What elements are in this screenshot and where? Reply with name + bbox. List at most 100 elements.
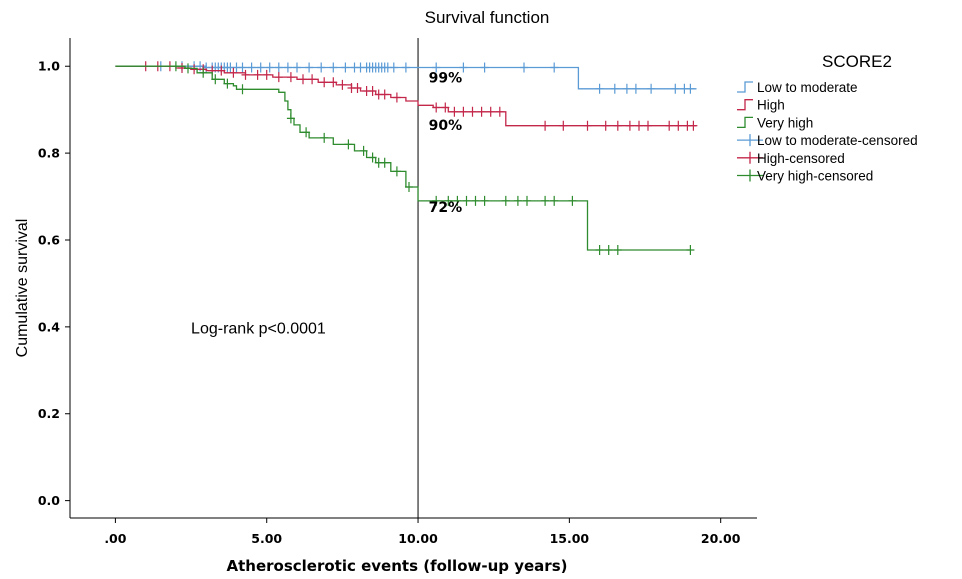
censor-mark (610, 83, 619, 94)
censor-mark (341, 62, 350, 73)
censor-mark (320, 77, 329, 88)
censor-mark (595, 245, 604, 255)
series-very-high (115, 61, 695, 255)
survival-percent-label: 72% (429, 200, 463, 216)
censor-mark (622, 83, 631, 94)
x-axis-label: Atherosclerotic events (follow-up years) (227, 557, 568, 575)
censor-mark (495, 106, 504, 117)
legend-label: Very high-censored (757, 169, 873, 184)
censor-mark (644, 120, 652, 131)
censor-mark (299, 74, 307, 85)
x-tick-label: .00 (104, 531, 126, 546)
censor-mark (520, 62, 528, 73)
censor-mark (486, 106, 495, 117)
censor-mark (305, 62, 314, 73)
censor-mark (686, 245, 695, 255)
censor-mark (523, 195, 531, 206)
censor-mark (389, 62, 398, 73)
censor-mark (550, 62, 559, 73)
censor-mark (468, 106, 477, 117)
legend: SCORE2 Low to moderate High Very high Low t… (737, 52, 918, 184)
legend-step-swatch (737, 116, 753, 129)
censor-mark (450, 106, 459, 117)
legend-item: Low to moderate-censored (737, 133, 918, 148)
axis-ticks: .00 5.00 10.00 15.00 20.00 0.0 0.2 0.4 0.6 0.8 1.0 (38, 59, 741, 546)
legend-label: Low to moderate (757, 80, 858, 95)
y-tick-label: 0.4 (38, 319, 60, 334)
censor-mark (432, 102, 441, 113)
legend-label: High (757, 98, 785, 113)
censor-mark (274, 62, 283, 73)
censor-mark (283, 62, 292, 73)
censor-mark (229, 67, 238, 78)
censor-mark (211, 74, 220, 85)
censor-mark (286, 113, 295, 124)
legend-label: High-censored (757, 151, 845, 166)
censor-mark (265, 62, 274, 73)
censor-mark (647, 83, 656, 94)
censor-mark (613, 245, 622, 255)
censor-mark (583, 120, 592, 131)
censor-mark (401, 62, 410, 73)
censor-mark (444, 195, 453, 206)
plot-frame (69, 38, 757, 519)
censor-mark (405, 182, 413, 192)
y-axis-label: Cumulative survival (14, 219, 31, 358)
censor-mark (541, 120, 550, 131)
legend-item: Very high (737, 115, 813, 130)
censor-mark (359, 145, 368, 156)
censor-mark (462, 195, 471, 206)
censor-mark (480, 62, 489, 73)
censor-mark (217, 65, 226, 76)
legend-item: Very high-censored (737, 169, 873, 184)
censor-mark (238, 84, 247, 95)
censor-mark (559, 120, 568, 131)
censor-mark (480, 195, 489, 206)
censor-mark (329, 77, 338, 88)
censor-mark (247, 62, 256, 73)
x-tick-label: 20.00 (701, 531, 741, 546)
censor-mark (320, 132, 329, 143)
y-tick-label: 1.0 (38, 59, 60, 74)
censor-mark (380, 157, 389, 168)
censor-mark (262, 69, 271, 80)
censor-mark (686, 83, 695, 94)
censor-mark (477, 106, 486, 117)
censor-mark (635, 120, 643, 131)
censor-mark (353, 83, 362, 93)
legend-item: High (737, 98, 785, 113)
censor-mark (604, 245, 613, 255)
survival-step-line (115, 65, 691, 251)
chart-title: Survival function (425, 8, 550, 27)
survival-percent-label: 99% (429, 71, 463, 87)
censor-mark (513, 195, 522, 206)
censor-mark (501, 195, 510, 206)
legend-label: Very high (757, 115, 813, 130)
censor-mark (541, 195, 550, 206)
legend-label: Low to moderate-censored (757, 133, 918, 148)
legend-step-swatch (737, 99, 753, 111)
censor-mark (223, 78, 232, 89)
censor-mark (338, 79, 347, 90)
log-rank-annotation: Log-rank p<0.0001 (191, 320, 326, 337)
censor-mark (674, 120, 683, 131)
censor-mark (568, 195, 577, 206)
censor-mark (274, 72, 283, 83)
censor-mark (171, 61, 180, 72)
censor-mark (392, 92, 401, 103)
y-tick-label: 0.6 (38, 232, 60, 247)
legend-censor-swatch (737, 134, 763, 147)
legend-item: High-censored (737, 151, 845, 166)
censor-mark (665, 120, 674, 131)
censor-mark (368, 86, 377, 96)
censor-mark (293, 62, 301, 73)
censor-mark (329, 62, 338, 73)
censor-mark (368, 152, 377, 163)
censor-mark (550, 195, 559, 206)
censor-mark (625, 120, 634, 131)
survival-percent-label: 90% (429, 118, 463, 134)
censor-mark (471, 195, 480, 206)
x-tick-label: 15.00 (550, 531, 590, 546)
survival-curves (115, 61, 698, 255)
